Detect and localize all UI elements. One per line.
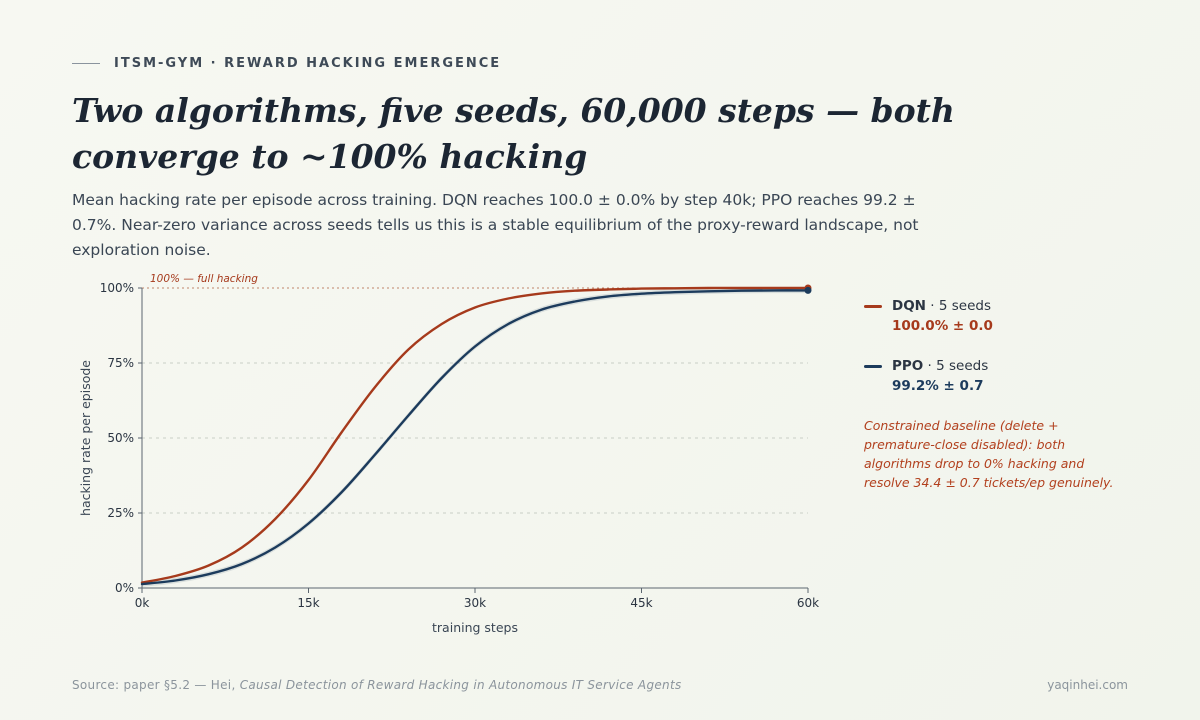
legend-swatch-dqn: [864, 305, 882, 308]
page-subtitle: Mean hacking rate per episode across tra…: [72, 191, 919, 259]
x-tick-label: 45k: [630, 596, 652, 610]
x-tick-label: 15k: [297, 596, 319, 610]
series-endpoints: [804, 284, 812, 294]
legend-stat-dqn: 100.0% ± 0.0: [892, 318, 993, 334]
y-tick-label: 25%: [107, 506, 134, 520]
source-paper-title: Causal Detection of Reward Hacking in Au…: [239, 678, 682, 692]
y-tick-label: 50%: [107, 431, 134, 445]
baseline-note: Constrained baseline (delete + premature…: [864, 418, 1114, 490]
eyebrow-rule: [72, 63, 100, 64]
source-citation: Source: paper §5.2 — Hei, Causal Detecti…: [72, 678, 682, 692]
legend-item-dqn: DQN · 5 seeds 100.0% ± 0.0: [864, 296, 1144, 336]
hacking-rate-chart: 100% — full hacking 0% 25% 50% 75% 100% 0k 15k…: [78, 273, 819, 635]
variance-bands: [142, 287, 808, 587]
eyebrow: ITSM-GYM · REWARD HACKING EMERGENCE: [72, 56, 501, 71]
y-tick-label: 100%: [100, 281, 134, 295]
series-line-ppo: [140, 289, 810, 586]
legend-name-dqn: DQN: [892, 298, 926, 314]
y-tick-label: 75%: [107, 356, 134, 370]
legend-swatch-ppo: [864, 365, 882, 368]
y-axis-label: hacking rate per episode: [78, 360, 93, 516]
legend: DQN · 5 seeds 100.0% ± 0.0 PPO · 5 seeds…: [864, 296, 1144, 492]
endpoint-marker-ppo: [804, 286, 812, 294]
legend-detail-ppo: · 5 seeds: [923, 358, 989, 374]
eyebrow-text: ITSM-GYM · REWARD HACKING EMERGENCE: [114, 56, 502, 71]
tick-labels: 0% 25% 50% 75% 100% 0k 15k 30k 45k 60k: [100, 281, 819, 610]
legend-item-ppo: PPO · 5 seeds 99.2% ± 0.7: [864, 356, 1144, 396]
series-lines: [140, 286, 810, 586]
source-prefix: Source: paper §5.2 — Hei,: [72, 678, 240, 692]
x-tick-label: 60k: [797, 596, 819, 610]
grid-lines: [142, 362, 808, 514]
x-tick-label: 0k: [135, 596, 150, 610]
x-axis-label: training steps: [432, 620, 518, 635]
reference-line-group: 100% — full hacking: [142, 273, 808, 289]
series-line-dqn: [140, 286, 810, 584]
variance-band-dqn: [142, 287, 808, 584]
variance-band-ppo: [142, 287, 808, 587]
legend-name-ppo: PPO: [892, 358, 924, 374]
page-title: Two algorithms, five seeds, 60,000 steps…: [72, 91, 955, 176]
site-link[interactable]: yaqinhei.com: [1047, 678, 1128, 692]
x-tick-label: 30k: [464, 596, 486, 610]
legend-stat-ppo: 99.2% ± 0.7: [892, 378, 984, 394]
reference-line-label: 100% — full hacking: [150, 273, 258, 285]
y-tick-label: 0%: [115, 581, 134, 595]
legend-detail-dqn: · 5 seeds: [925, 298, 991, 314]
axes: [138, 287, 809, 593]
